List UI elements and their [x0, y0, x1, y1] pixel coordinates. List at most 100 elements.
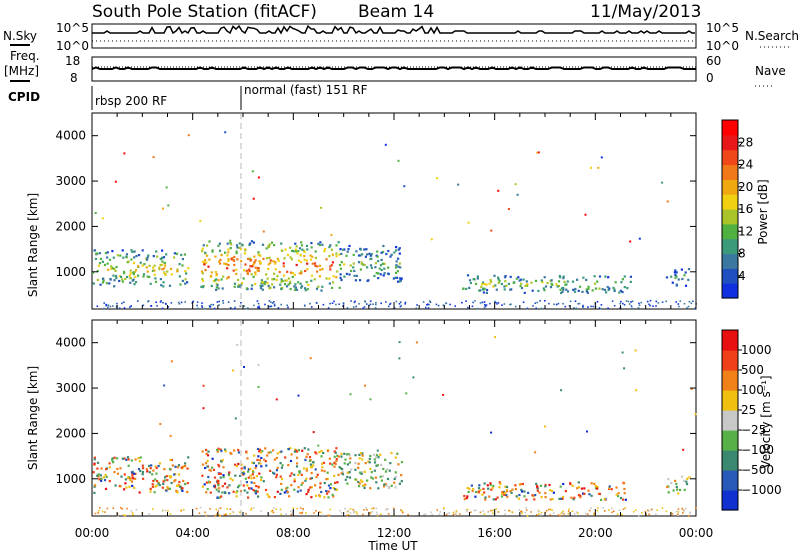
data-cell: [246, 491, 249, 494]
data-cell: [251, 473, 254, 476]
data-cell: [477, 487, 481, 490]
data-cell: [171, 464, 174, 467]
data-cell: [162, 285, 165, 288]
data-cell: [145, 266, 148, 269]
data-cell: [466, 274, 470, 277]
data-cell: [249, 259, 252, 262]
ground-scatter-cell: [358, 303, 360, 305]
data-cell: [388, 469, 391, 472]
ground-scatter-cell: [106, 507, 109, 510]
data-cell: [223, 482, 227, 485]
ground-scatter-cell: [622, 302, 624, 305]
data-cell: [130, 249, 133, 252]
data-cell: [208, 240, 211, 243]
colorbar-tick-label: 8: [738, 247, 746, 261]
data-cell: [101, 281, 105, 284]
data-cell: [228, 484, 231, 487]
data-cell: [102, 476, 105, 479]
ground-scatter-cell: [229, 307, 232, 309]
data-cell: [244, 249, 247, 252]
data-cell: [363, 486, 366, 489]
data-cell: [466, 495, 469, 498]
data-cell: [316, 473, 319, 476]
data-cell: [536, 487, 539, 490]
ground-scatter-cell: [504, 509, 506, 512]
data-cell: [97, 264, 100, 267]
data-cell: [161, 263, 164, 266]
isolated-cell: [202, 407, 205, 410]
data-cell: [319, 268, 322, 271]
data-cell: [166, 270, 169, 273]
data-cell: [562, 482, 565, 486]
data-cell: [255, 464, 258, 467]
data-cell: [494, 284, 497, 287]
data-cell: [348, 244, 351, 248]
data-cell: [147, 254, 150, 257]
data-cell: [329, 268, 332, 271]
data-cell: [293, 473, 296, 476]
data-cell: [326, 471, 329, 474]
data-cell: [283, 257, 286, 260]
data-cell: [218, 249, 222, 252]
ground-scatter-cell: [346, 514, 348, 517]
data-cell: [167, 487, 170, 490]
data-cell: [275, 469, 278, 472]
data-cell: [108, 480, 111, 483]
data-cell: [164, 264, 167, 267]
data-cell: [550, 282, 553, 285]
power-ylabel: Slant Range [km]: [26, 193, 40, 297]
ground-scatter-cell: [218, 304, 220, 306]
ground-scatter-cell: [292, 507, 295, 509]
data-cell: [366, 253, 369, 256]
ground-scatter-cell: [452, 511, 455, 514]
ground-scatter-cell: [536, 514, 538, 516]
data-cell: [671, 281, 674, 284]
data-cell: [154, 485, 157, 488]
data-cell: [298, 272, 301, 275]
data-cell: [293, 450, 296, 453]
ground-scatter-cell: [280, 513, 282, 516]
data-cell: [258, 459, 261, 462]
data-cell: [133, 250, 136, 253]
data-cell: [294, 242, 297, 245]
data-cell: [226, 254, 229, 257]
ground-scatter-cell: [353, 301, 356, 304]
isolated-cell: [202, 384, 205, 387]
data-cell: [204, 251, 207, 254]
y-tick-label: 2000: [55, 219, 86, 233]
ground-scatter-cell: [599, 308, 602, 310]
data-cell: [398, 252, 401, 255]
isolated-cell: [586, 430, 588, 433]
data-cell: [284, 279, 287, 282]
data-cell: [385, 252, 388, 256]
data-cell: [135, 255, 138, 258]
data-cell: [220, 495, 223, 498]
data-cell: [474, 495, 477, 498]
ground-scatter-cell: [142, 304, 145, 307]
data-cell: [379, 453, 382, 456]
data-cell: [686, 477, 689, 480]
velocity-panel-frame: [91, 319, 697, 517]
data-cell: [368, 252, 371, 255]
data-cell: [205, 261, 208, 264]
data-cell: [323, 481, 326, 485]
data-cell: [178, 275, 181, 278]
data-cell: [130, 480, 134, 483]
data-cell: [132, 271, 135, 274]
data-cell: [114, 484, 117, 487]
ground-scatter-cell: [124, 514, 127, 517]
data-cell: [206, 488, 209, 491]
data-cell: [201, 250, 204, 253]
ground-scatter-cell: [675, 510, 678, 513]
data-cell: [134, 458, 137, 461]
data-cell: [103, 263, 107, 266]
data-cell: [505, 284, 508, 287]
data-cell: [295, 465, 299, 468]
isolated-cell: [297, 394, 300, 397]
data-cell: [123, 473, 126, 476]
data-cell: [213, 476, 217, 479]
ground-scatter-cell: [366, 509, 368, 511]
data-cell: [286, 486, 289, 489]
data-cell: [310, 466, 313, 469]
data-cell: [248, 257, 251, 260]
